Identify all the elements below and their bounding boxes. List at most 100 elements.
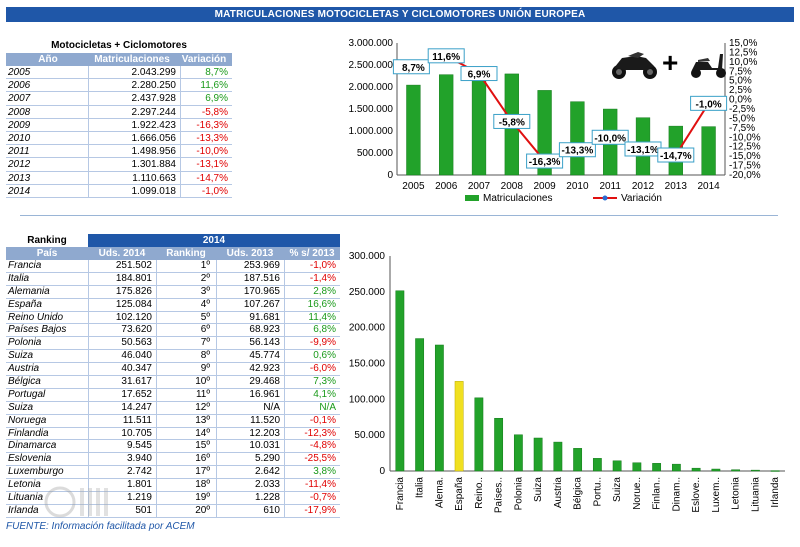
ranking-cell: 15º [156,440,216,453]
table1-row: 2006 2.280.250 11,6% [6,79,232,93]
units-2014-cell: 73.620 [88,324,156,337]
table2-row: Suiza 46.040 8º 45.774 0,6% [6,350,340,364]
bar-registrations [439,74,454,176]
page-title: MATRICULACIONES MOTOCICLETAS Y CICLOMOTO… [6,7,794,22]
x-tick-label: España [454,477,465,511]
bar-country-units [750,469,760,472]
motorcycle-icon [612,52,657,79]
table2-top-header: Ranking 2014 [6,234,340,247]
table2-row: Finlandia 10.705 14º 12.203 -12,3% [6,427,340,441]
bar-country-units [573,448,583,472]
units-2014-cell: 175.826 [88,285,156,298]
pct-change-cell: 16,6% [284,298,340,311]
watermark-logo [44,486,108,518]
data-label-box [427,48,465,64]
y-tick-label: 0 [387,170,393,181]
pct-change-cell: -0,7% [284,492,340,504]
x-tick-label: Polonia [513,477,524,511]
units-2013-cell: 45.774 [216,350,284,363]
y-tick-label: 100.000 [349,394,386,405]
units-2013-cell: 170.965 [216,285,284,298]
table1-row: 2010 1.666.056 -13,3% [6,131,232,146]
bar-country-units [612,460,622,472]
variation-cell: -16,3% [180,118,232,131]
units-2014-cell: 125.084 [88,298,156,311]
x-tick-label: Dinam.. [671,477,682,511]
bar-country-units [652,463,662,472]
table2-row: Reino Unido 102.120 5º 91.681 11,4% [6,311,340,325]
table2-row: Eslovenia 3.940 16º 5.290 -25,5% [6,453,340,467]
ranking-cell: 16º [156,453,216,466]
units-2013-cell: 42.923 [216,363,284,376]
x-tick-label: 2011 [599,181,621,192]
x-tick-label: Luxem.. [711,477,722,513]
bar-country-units [474,397,484,472]
table2-row: Francia 251.502 1º 253.969 -1,0% [6,260,340,273]
units-2014-cell: 17.652 [88,388,156,401]
variation-data-label: -13,3% [562,146,594,157]
y-tick-label: 2.000.000 [349,82,394,93]
bar-registrations [701,126,716,176]
y2-tick-label: -7,5% [729,123,755,134]
table1-row: 2013 1.110.663 -14,7% [6,171,232,185]
table1-body: 2005 2.043.299 8,7% 2006 2.280.250 11,6% 2007 2… [6,66,232,198]
y2-tick-label: -12,5% [729,142,761,153]
country-cell: Suiza [8,350,34,362]
y-tick-label: 3.000.000 [349,38,394,49]
table1-row: 2009 1.922.423 -16,3% [6,118,232,132]
table2-row: Alemania 175.826 3º 170.965 2,8% [6,285,340,299]
registrations-cell: 2.043.299 [88,66,180,79]
bar-country-units [731,469,741,472]
y-tick-label: 300.000 [349,251,386,262]
units-2013-cell: 1.228 [216,492,284,504]
variation-data-label: 11,6% [432,52,460,63]
y-tick-label: 500.000 [357,148,394,159]
pct-change-cell: -1,4% [284,272,340,285]
country-cell: Noruega [8,414,47,426]
country-cell: Irlanda [8,504,39,516]
variation-data-label: -10,0% [594,133,626,144]
col-header-year: Año [38,54,58,65]
year-cell: 2006 [8,80,31,92]
variation-cell: -13,1% [180,158,232,171]
table2-row: Lituania 1.219 19º 1.228 -0,7% [6,492,340,505]
data-label-box [493,113,531,129]
x-tick-label: Francia [395,477,406,511]
table2-row: Italia 184.801 2º 187.516 -1,4% [6,272,340,286]
units-2014-cell: 40.347 [88,363,156,376]
year-cell: 2011 [8,146,30,158]
table2-row: Suiza 14.247 12º N/A N/A [6,401,340,415]
y2-tick-label: 5,0% [729,76,752,87]
units-2014-cell: 102.120 [88,311,156,324]
bar-country-units [711,468,721,472]
ranking-cell: 13º [156,414,216,427]
country-cell: Reino Unido [8,311,64,323]
x-tick-label: Irlanda [770,477,781,508]
units-2013-cell: 11.520 [216,414,284,427]
y2-tick-label: -2,5% [729,104,755,115]
table2-body: Francia 251.502 1º 253.969 -1,0% Italia 184.80… [6,260,340,518]
ranking-cell: 17º [156,466,216,479]
bar-country-units [671,463,681,472]
ranking-cell: 20º [156,504,216,517]
y2-tick-label: 7,5% [729,66,752,77]
ranking-cell: 5º [156,311,216,324]
country-cell: Polonia [8,337,42,349]
source-footnote: FUENTE: Información facilitada por ACEM [6,521,195,532]
y2-tick-label: 15,0% [729,38,757,49]
y-tick-label: 50.000 [354,430,385,441]
country-cell: Francia [8,260,42,271]
units-2014-cell: 184.801 [88,272,156,285]
units-2013-cell: 2.642 [216,466,284,479]
ranking-cell: 1º [156,260,216,272]
data-label-box [657,147,695,163]
x-tick-label: Italia [415,477,426,499]
country-cell: Países Bajos [8,324,67,336]
col-header-variation: Variación [181,54,227,65]
x-tick-label: 2010 [566,181,589,192]
x-tick-label: Norue.. [632,477,643,510]
pct-change-cell: -9,9% [284,337,340,350]
pct-change-cell: 2,8% [284,285,340,298]
pct-change-cell: -0,1% [284,414,340,427]
table2-row: Países Bajos 73.620 6º 68.923 6,8% [6,324,340,338]
